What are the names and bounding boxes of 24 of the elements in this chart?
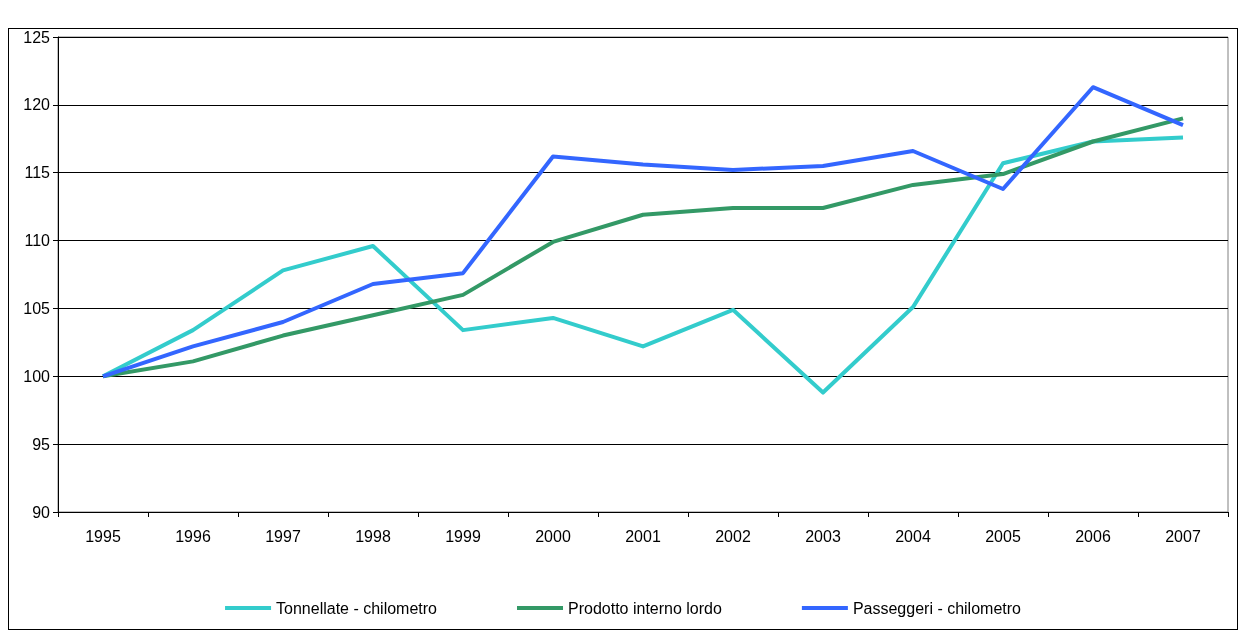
legend-label: Prodotto interno lordo (568, 599, 722, 617)
legend-label: Passeggeri - chilometro (852, 599, 1022, 617)
y-tick-label: 125 (23, 28, 51, 46)
y-tick-label: 95 (32, 435, 51, 453)
y-tick-label: 110 (24, 232, 51, 250)
x-tick-label: 2003 (805, 527, 841, 545)
y-tick-label: 120 (23, 96, 51, 114)
y-tick-label: 105 (23, 299, 51, 317)
x-tick-label: 1996 (175, 527, 211, 545)
y-tick-label: 115 (24, 164, 51, 182)
x-tick-label: 2007 (1165, 527, 1201, 545)
x-tick-label: 1997 (265, 527, 301, 545)
x-tick-label: 2004 (895, 527, 931, 545)
x-tick-label: 2005 (985, 527, 1021, 545)
x-tick-label: 2006 (1075, 527, 1111, 545)
y-tick-label: 100 (23, 367, 51, 385)
x-tick-label: 1998 (355, 527, 391, 545)
legend-label: Tonnellate - chilometro (276, 599, 438, 617)
x-tick-label: 1995 (85, 527, 121, 545)
x-tick-label: 1999 (445, 527, 481, 545)
y-tick-label: 90 (32, 503, 51, 521)
x-tick-label: 2001 (625, 527, 661, 545)
x-tick-label: 2002 (715, 527, 751, 545)
x-tick-label: 2000 (535, 527, 571, 545)
